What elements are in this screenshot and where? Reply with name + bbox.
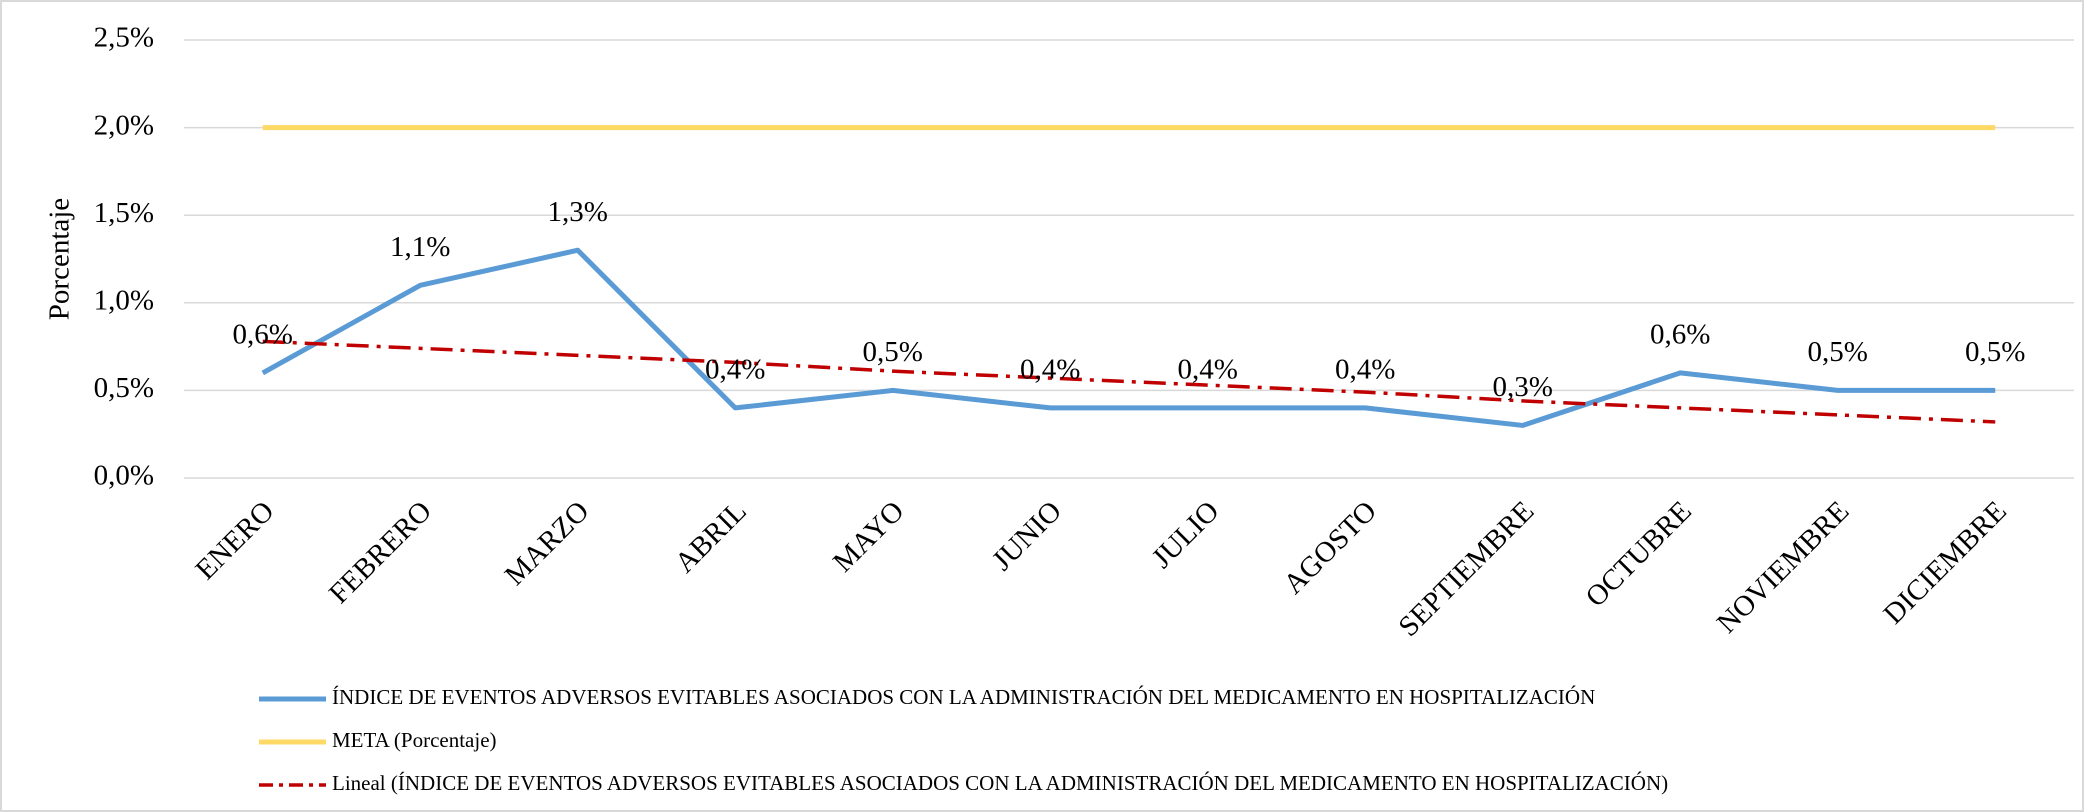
data-label: 0,4% bbox=[705, 354, 765, 386]
data-label: 0,5% bbox=[1808, 336, 1868, 368]
data-label: 0,4% bbox=[1020, 354, 1080, 386]
data-label: 0,4% bbox=[1335, 354, 1395, 386]
data-label: 1,1% bbox=[390, 231, 450, 263]
data-label: 0,5% bbox=[1965, 336, 2025, 368]
data-label: 0,6% bbox=[1650, 319, 1710, 351]
data-label: 0,5% bbox=[863, 336, 923, 368]
y-axis-title: Porcentaje bbox=[44, 198, 76, 320]
legend-label: ÍNDICE DE EVENTOS ADVERSOS EVITABLES ASO… bbox=[332, 685, 1595, 709]
data-label: 0,6% bbox=[233, 319, 293, 351]
y-tick-label: 0,0% bbox=[94, 460, 154, 492]
y-tick-label: 2,0% bbox=[94, 109, 154, 141]
y-tick-label: 1,0% bbox=[94, 284, 154, 316]
legend-label: META (Porcentaje) bbox=[332, 728, 497, 752]
data-label: 0,3% bbox=[1493, 371, 1553, 403]
series-line bbox=[261, 247, 1996, 428]
y-tick-label: 0,5% bbox=[94, 372, 154, 404]
y-tick-label: 1,5% bbox=[94, 197, 154, 229]
y-tick-label: 2,5% bbox=[94, 22, 154, 54]
series-line bbox=[262, 339, 1996, 424]
legend-label: Lineal (ÍNDICE DE EVENTOS ADVERSOS EVITA… bbox=[332, 771, 1668, 795]
data-label: 0,4% bbox=[1178, 354, 1238, 386]
data-label: 1,3% bbox=[548, 196, 608, 228]
